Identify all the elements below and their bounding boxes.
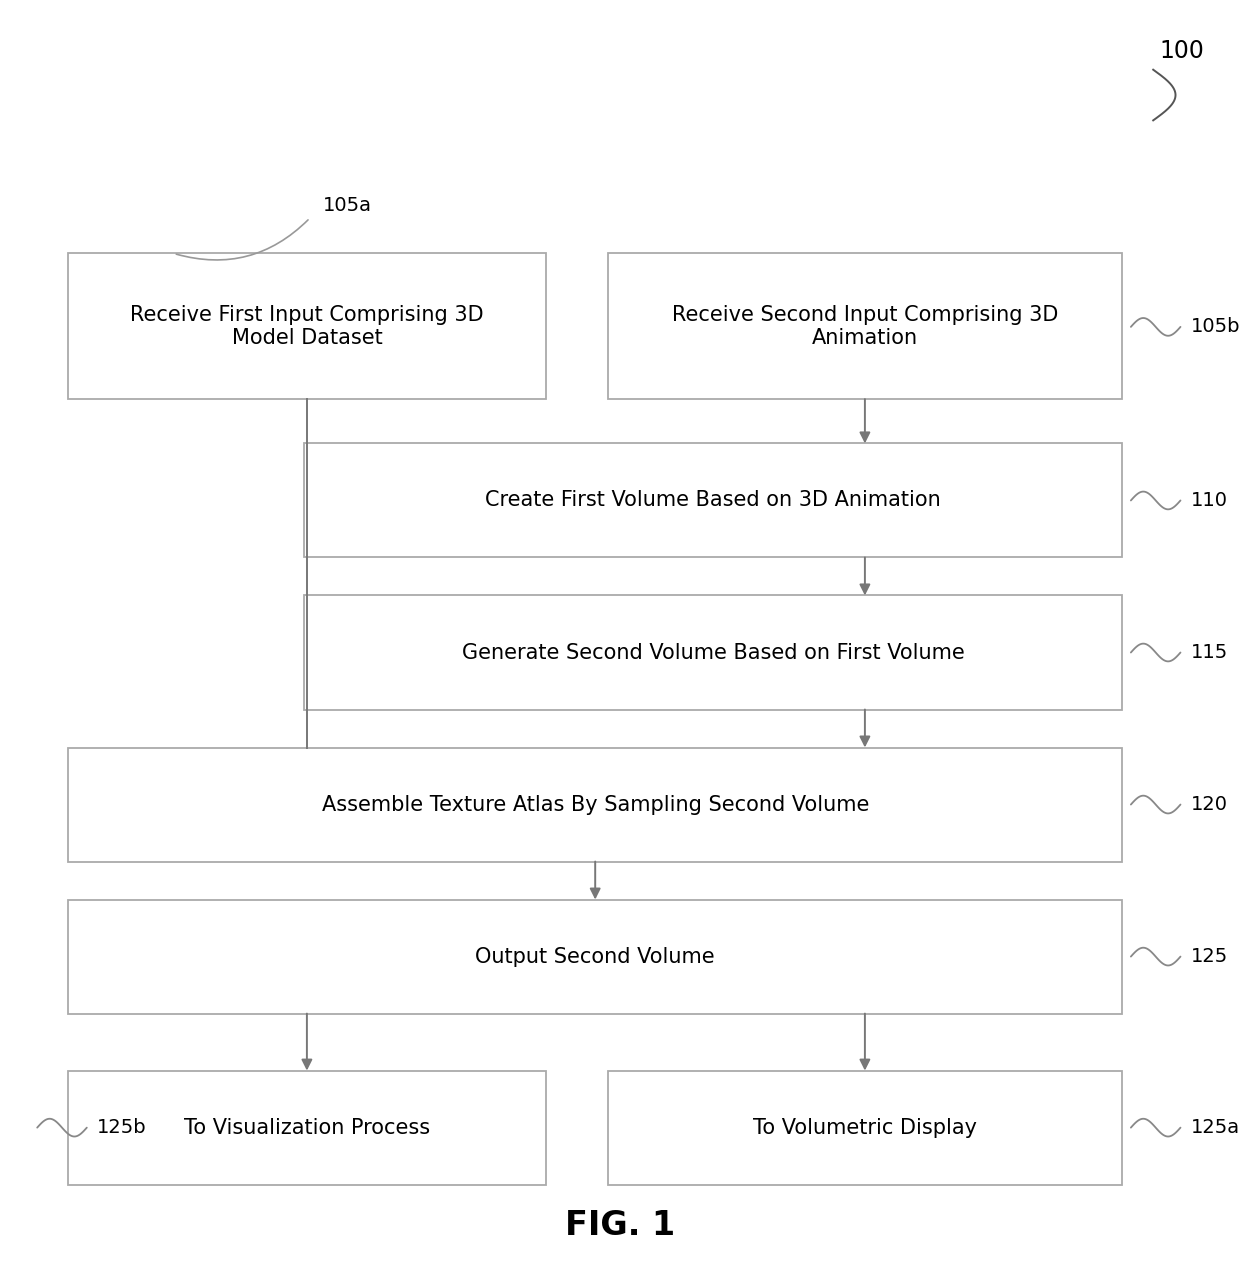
Text: To Volumetric Display: To Volumetric Display (753, 1117, 977, 1138)
FancyBboxPatch shape (304, 595, 1122, 710)
FancyBboxPatch shape (608, 1071, 1122, 1185)
FancyBboxPatch shape (68, 253, 546, 399)
Text: Generate Second Volume Based on First Volume: Generate Second Volume Based on First Vo… (461, 642, 965, 663)
Text: 125: 125 (1190, 948, 1228, 965)
Text: Output Second Volume: Output Second Volume (475, 946, 715, 967)
Text: 120: 120 (1190, 796, 1228, 813)
Text: Create First Volume Based on 3D Animation: Create First Volume Based on 3D Animatio… (485, 490, 941, 511)
FancyBboxPatch shape (68, 748, 1122, 862)
FancyBboxPatch shape (68, 900, 1122, 1014)
Text: FIG. 1: FIG. 1 (565, 1209, 675, 1242)
Text: Assemble Texture Atlas By Sampling Second Volume: Assemble Texture Atlas By Sampling Secon… (321, 794, 869, 815)
Text: 125a: 125a (1190, 1119, 1240, 1136)
Text: 105a: 105a (322, 196, 372, 215)
FancyBboxPatch shape (304, 443, 1122, 557)
Text: 125b: 125b (97, 1119, 146, 1136)
Text: Receive First Input Comprising 3D
Model Dataset: Receive First Input Comprising 3D Model … (130, 304, 484, 348)
Text: Receive Second Input Comprising 3D
Animation: Receive Second Input Comprising 3D Anima… (672, 304, 1058, 348)
Text: 110: 110 (1190, 492, 1228, 509)
FancyBboxPatch shape (608, 253, 1122, 399)
Text: 100: 100 (1159, 39, 1204, 62)
FancyBboxPatch shape (68, 1071, 546, 1185)
Text: To Visualization Process: To Visualization Process (184, 1117, 430, 1138)
Text: 105b: 105b (1190, 318, 1240, 336)
Text: 115: 115 (1190, 644, 1228, 661)
